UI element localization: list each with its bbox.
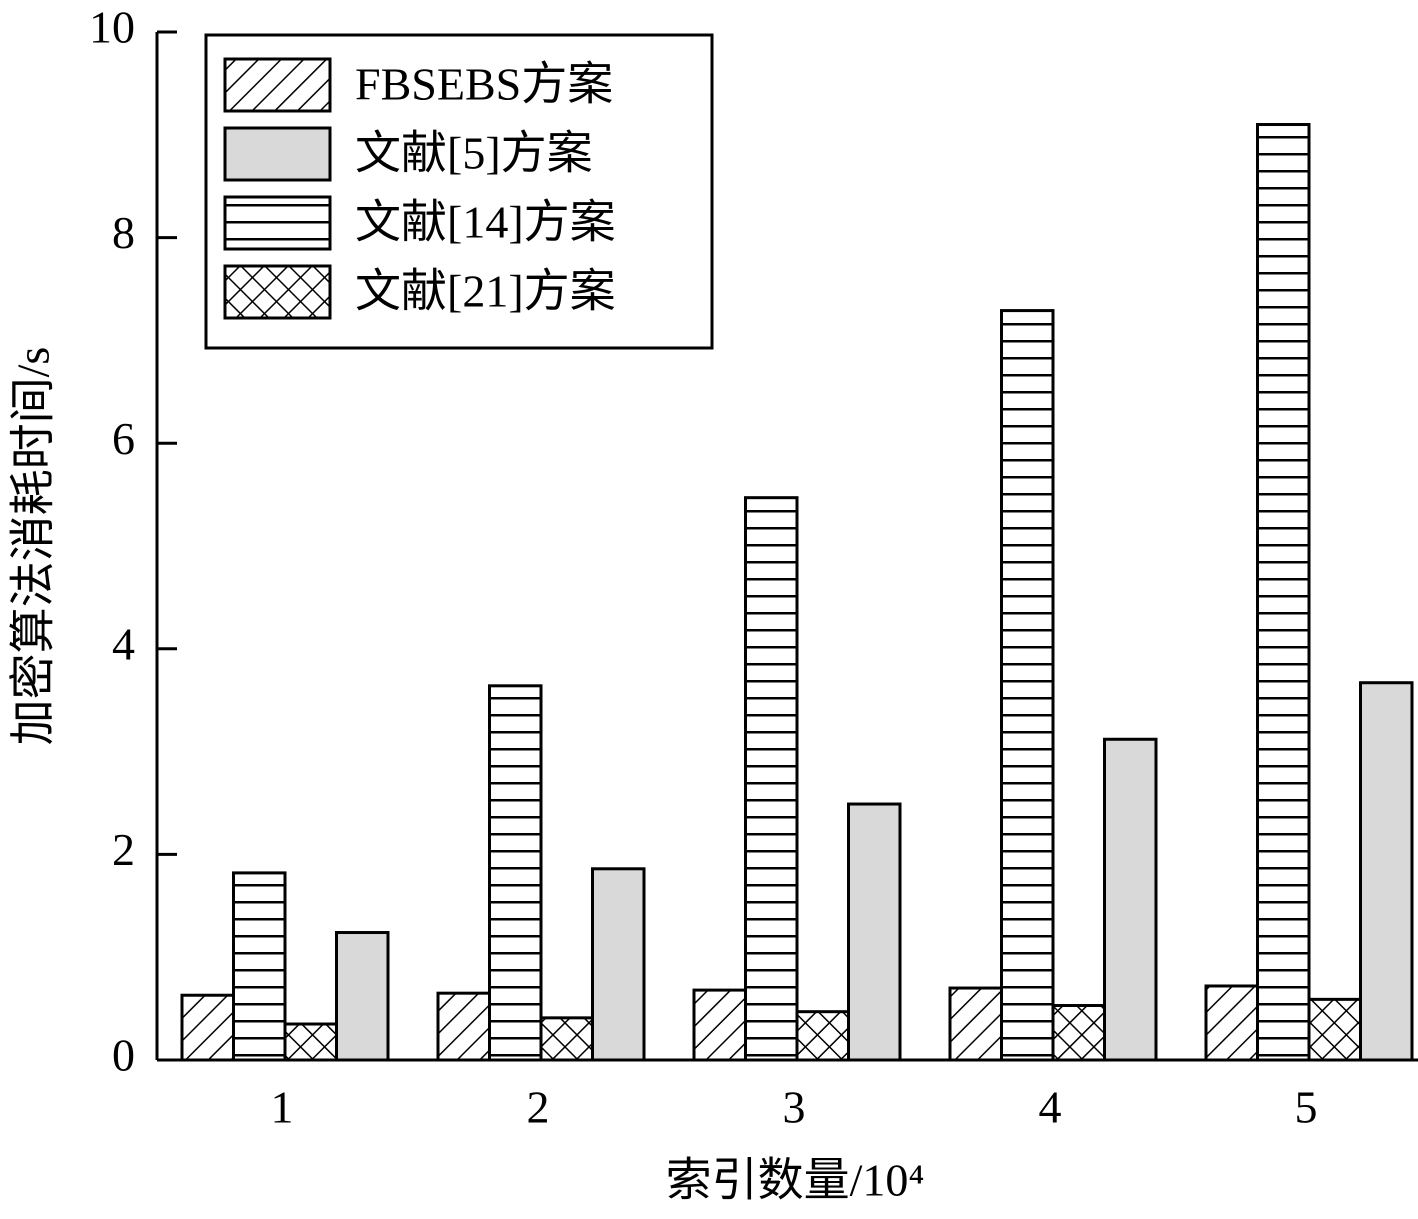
bar (847, 802, 902, 1062)
legend-swatch (223, 57, 332, 113)
bar (539, 1016, 594, 1062)
bar (1256, 123, 1311, 1062)
x-tick-label: 5 (1295, 1082, 1318, 1133)
x-tick-label: 4 (1039, 1082, 1062, 1133)
legend-label: 文献[14]方案 (355, 197, 616, 248)
bar (692, 988, 747, 1062)
bar (283, 1022, 338, 1062)
y-tick-label: 10 (89, 2, 135, 53)
y-tick-label: 6 (112, 413, 135, 464)
bar (1103, 737, 1158, 1062)
bar (744, 496, 799, 1062)
bar (488, 684, 543, 1062)
bar (1307, 997, 1362, 1062)
bar (1359, 681, 1414, 1062)
y-tick-label: 4 (112, 618, 135, 669)
y-tick-label: 2 (112, 824, 135, 875)
x-tick-label: 3 (783, 1082, 806, 1133)
bar (1051, 1004, 1106, 1062)
y-axis-label: 加密算法消耗时间/s (8, 347, 59, 746)
legend-swatch (223, 126, 332, 182)
bar (1204, 984, 1259, 1062)
bar (180, 993, 235, 1062)
y-tick-label: 8 (112, 207, 135, 258)
x-axis-label: 索引数量/10⁴ (666, 1155, 925, 1206)
legend-label: 文献[5]方案 (355, 128, 593, 179)
bar (232, 871, 287, 1062)
legend-label: FBSEBS方案 (355, 59, 613, 110)
bar (948, 986, 1003, 1062)
bar (335, 931, 390, 1062)
legend-swatch (223, 195, 332, 251)
legend-label: 文献[21]方案 (355, 266, 616, 317)
y-tick-label: 0 (112, 1030, 135, 1081)
x-tick-label: 2 (527, 1082, 550, 1133)
x-tick-label: 1 (271, 1082, 294, 1133)
legend-swatch (223, 264, 332, 320)
bar (591, 867, 646, 1062)
bar (1000, 309, 1055, 1062)
bar (436, 991, 491, 1062)
bar (795, 1010, 850, 1062)
